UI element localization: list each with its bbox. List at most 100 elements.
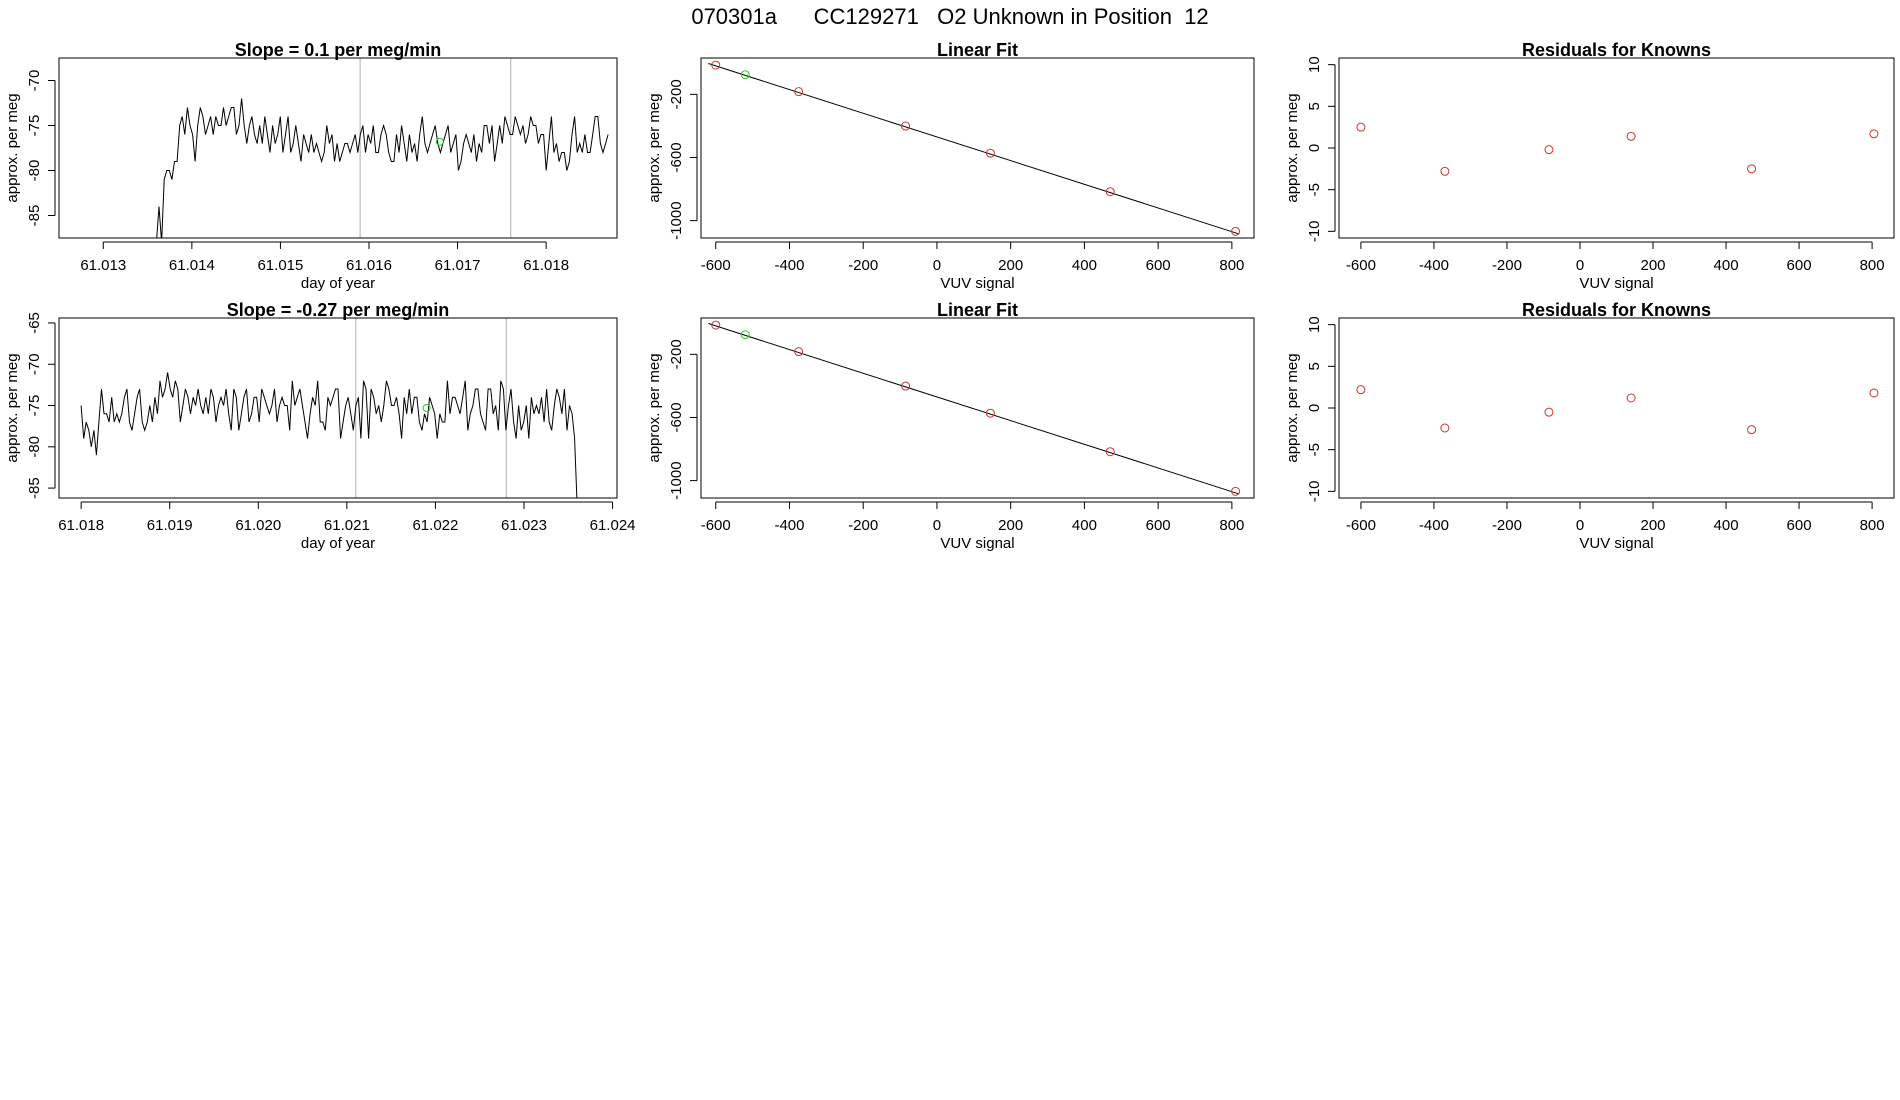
y-tick-label: -200 (668, 79, 685, 109)
known-point (1544, 145, 1554, 155)
x-tick-label: -200 (1492, 517, 1522, 534)
plot-frame (58, 317, 618, 499)
known-point (1105, 187, 1115, 197)
known-point (1747, 425, 1757, 435)
known-point (1440, 166, 1450, 176)
x-tick-label: 0 (933, 517, 941, 534)
known-point (1747, 164, 1757, 174)
y-tick-label: -10 (1306, 220, 1323, 242)
x-tick-label: 400 (1072, 517, 1097, 534)
fit-line (708, 63, 1240, 235)
panel-ts2: Slope = -0.27 per meg/min 61.018 61.019 61.… (4, 300, 636, 552)
data-series-line (80, 372, 578, 498)
y-tick-label: 0 (1306, 404, 1323, 412)
y-axis-label: approx. per meg (646, 353, 663, 462)
known-point (711, 320, 721, 330)
x-tick-label: 61.024 (590, 517, 636, 534)
plot-frame (700, 57, 1255, 239)
x-tick-label: -400 (774, 257, 804, 274)
plot-frame (1338, 317, 1895, 499)
y-tick-label: -5 (1306, 183, 1323, 196)
known-point (1626, 131, 1636, 141)
x-tick-label: 800 (1219, 517, 1244, 534)
known-point (1231, 226, 1241, 236)
chart-title: Linear Fit (937, 300, 1018, 320)
x-tick-label: 61.021 (324, 517, 370, 534)
fit-line (708, 323, 1240, 495)
known-point (1440, 423, 1450, 433)
y-tick-label: -75 (26, 115, 43, 137)
panel-res2: Residuals for Knowns -600 -400 -200 0 200 400 6… (1284, 300, 1895, 552)
panel-fit2: Linear Fit -600 -400 -200 0 200 400 600 800 VUV s… (646, 300, 1255, 552)
x-tick-label: 600 (1787, 517, 1812, 534)
x-tick-label: 61.015 (257, 257, 303, 274)
x-tick-label: 200 (1640, 257, 1665, 274)
x-tick-label: 61.013 (80, 257, 126, 274)
panel-res1: Residuals for Knowns -600 -400 -200 0 200 400 6… (1284, 40, 1895, 292)
x-tick-label: 600 (1787, 257, 1812, 274)
x-axis-label: day of year (301, 275, 375, 292)
known-point (711, 60, 721, 70)
y-tick-label: 10 (1306, 316, 1323, 333)
panel-ts1: Slope = 0.1 per meg/min 61.013 61.014 61.01… (4, 40, 618, 292)
x-tick-label: 800 (1860, 257, 1885, 274)
x-tick-label: 800 (1860, 517, 1885, 534)
y-tick-label: -1000 (668, 461, 685, 499)
data-series-line (156, 98, 609, 238)
x-axis-label: VUV signal (940, 535, 1014, 552)
chart-title: Slope = 0.1 per meg/min (235, 40, 442, 60)
y-tick-label: 10 (1306, 56, 1323, 73)
x-tick-label: -400 (1419, 257, 1449, 274)
x-tick-label: 800 (1219, 257, 1244, 274)
chart-title: Residuals for Knowns (1522, 300, 1711, 320)
x-tick-label: 0 (1576, 257, 1584, 274)
y-tick-label: 5 (1306, 102, 1323, 110)
x-tick-label: 61.014 (169, 257, 215, 274)
x-tick-label: 61.016 (346, 257, 392, 274)
plot-frame (1338, 57, 1895, 239)
unknown-sample-marker (435, 137, 444, 146)
known-point (1626, 393, 1636, 403)
x-tick-label: 61.018 (58, 517, 104, 534)
known-point (901, 381, 911, 391)
x-tick-label: 61.020 (235, 517, 281, 534)
chart-title: Linear Fit (937, 40, 1018, 60)
x-tick-label: 400 (1714, 517, 1739, 534)
x-tick-label: 61.018 (523, 257, 569, 274)
x-tick-label: 200 (1640, 517, 1665, 534)
known-point (1544, 407, 1554, 417)
x-tick-label: 61.022 (412, 517, 458, 534)
known-point (794, 347, 804, 357)
y-axis-label: approx. per meg (4, 353, 21, 462)
x-tick-label: 61.019 (147, 517, 193, 534)
y-tick-label: -85 (26, 477, 43, 499)
y-axis-label: approx. per meg (1284, 93, 1301, 202)
known-point (985, 148, 995, 158)
known-point (1869, 129, 1879, 139)
unknown-point (740, 70, 750, 80)
x-tick-label: -200 (1492, 257, 1522, 274)
known-point (1356, 122, 1366, 132)
chart-title: Residuals for Knowns (1522, 40, 1711, 60)
panel-fit1: Linear Fit -600 -400 -200 0 200 400 600 800 VUV s… (646, 40, 1255, 292)
x-tick-label: -200 (848, 257, 878, 274)
unknown-sample-marker (422, 404, 431, 412)
y-axis-label: approx. per meg (4, 93, 21, 202)
y-tick-label: -600 (668, 142, 685, 172)
y-tick-label: -70 (26, 70, 43, 92)
y-tick-label: -10 (1306, 480, 1323, 502)
x-tick-label: 61.017 (435, 257, 481, 274)
x-axis-label: day of year (301, 535, 375, 552)
plot-frame (58, 57, 618, 239)
y-tick-label: -65 (26, 312, 43, 334)
y-tick-label: -600 (668, 402, 685, 432)
x-tick-label: 600 (1146, 517, 1171, 534)
x-tick-label: 0 (1576, 517, 1584, 534)
y-axis-label: approx. per meg (646, 93, 663, 202)
x-tick-label: 61.023 (501, 517, 547, 534)
y-tick-label: -80 (26, 160, 43, 182)
known-point (1105, 447, 1115, 457)
known-point (985, 408, 995, 418)
known-point (1356, 385, 1366, 395)
